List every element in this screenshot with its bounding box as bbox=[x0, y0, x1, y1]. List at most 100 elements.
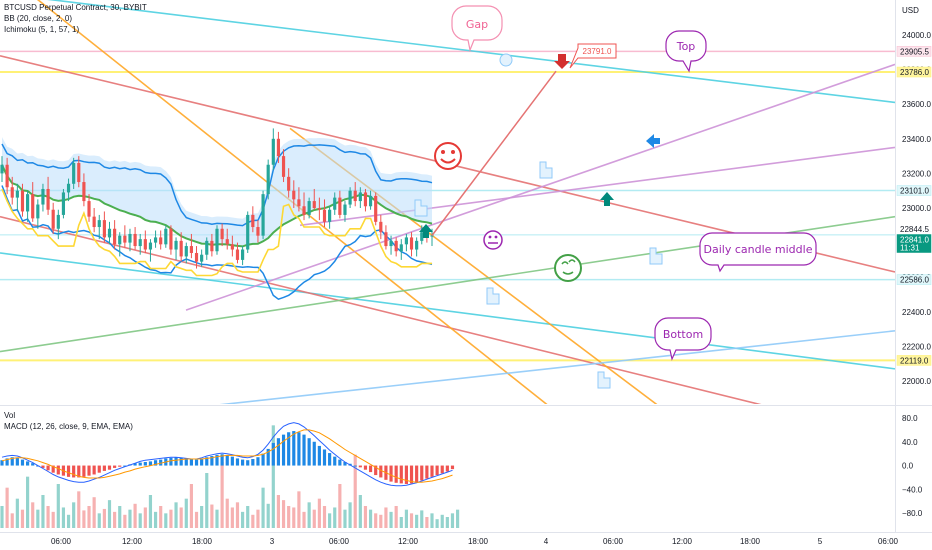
candle bbox=[72, 157, 76, 189]
volume-bar bbox=[358, 495, 362, 528]
bottom-bubble[interactable]: Bottom bbox=[654, 317, 712, 361]
candle-body bbox=[82, 182, 86, 202]
candle-body bbox=[251, 214, 255, 228]
price-tag-background bbox=[896, 223, 932, 235]
volume-bar bbox=[328, 513, 332, 528]
volume-bar bbox=[138, 513, 142, 528]
macd-histogram-bar bbox=[256, 457, 260, 466]
candle bbox=[379, 214, 383, 240]
candle bbox=[153, 230, 158, 248]
candle bbox=[164, 225, 168, 248]
time-axis-tick-label: 06:00 bbox=[329, 537, 350, 546]
volume-bar bbox=[251, 514, 255, 528]
price-tag-background bbox=[896, 274, 932, 285]
candle bbox=[169, 225, 173, 255]
macd-histogram-bar bbox=[266, 448, 270, 466]
candle bbox=[415, 237, 419, 257]
volume-bar bbox=[430, 513, 434, 528]
time-axis[interactable]: 06:00 12:00 18:00 3 06:00 12:00 18:00 4 06:00 12:… bbox=[51, 537, 899, 546]
macd-histogram-bar bbox=[118, 465, 122, 467]
top-bubble-shape bbox=[665, 30, 707, 73]
macd-histogram-bar bbox=[225, 455, 229, 466]
candle bbox=[56, 209, 60, 240]
candle-body bbox=[379, 221, 383, 233]
bb-legend[interactable]: BB (20, close, 2, 0) bbox=[4, 14, 73, 23]
time-axis-tick-label: 18:00 bbox=[468, 537, 489, 546]
volume-bar bbox=[276, 495, 281, 528]
macd-histogram-bar bbox=[230, 456, 234, 466]
volume-bar bbox=[307, 502, 311, 528]
candle-body bbox=[261, 194, 265, 236]
happy-face-icon[interactable] bbox=[434, 142, 462, 170]
candle bbox=[51, 202, 55, 234]
volume-bar bbox=[194, 511, 199, 528]
candle bbox=[138, 233, 142, 255]
down-arrow-icon[interactable] bbox=[554, 54, 570, 69]
macd-axis-tick-label: 40.0 bbox=[902, 438, 918, 447]
volume-bar bbox=[184, 498, 188, 528]
dizzy-face-icon[interactable] bbox=[554, 254, 582, 282]
hand-pointer-icon[interactable] bbox=[414, 199, 428, 217]
target-callout[interactable]: 23791.0 bbox=[569, 43, 617, 69]
macd-histogram-bar bbox=[420, 465, 424, 481]
up-arrow-small-icon[interactable] bbox=[419, 224, 433, 238]
left-arrow-icon[interactable] bbox=[646, 134, 660, 148]
macd-histogram-bar bbox=[353, 465, 357, 467]
candle-body bbox=[430, 235, 434, 237]
target-callout-shape bbox=[569, 43, 617, 69]
daily-candle-middle-bubble[interactable]: Daily candle middle bbox=[699, 232, 817, 273]
hand-pointer-icon[interactable] bbox=[486, 287, 500, 305]
candle-body bbox=[281, 156, 286, 177]
macd-axis[interactable]: 80.0 40.0 0.0 −40.0 −80.0 bbox=[902, 414, 923, 518]
macd-histogram-bar bbox=[31, 463, 35, 466]
candle bbox=[276, 131, 281, 164]
vol-legend[interactable]: Vol bbox=[4, 411, 16, 420]
macd-histogram-bar bbox=[102, 465, 106, 471]
rocket-icon[interactable] bbox=[499, 53, 513, 67]
price-axis-tick-label: 23200.0 bbox=[902, 169, 931, 178]
volume-bar bbox=[235, 502, 240, 528]
price-tag: 23905.5 bbox=[896, 46, 932, 57]
macd-histogram-bar bbox=[148, 461, 153, 466]
candle bbox=[353, 182, 357, 207]
hand-pointer-icon[interactable] bbox=[597, 371, 611, 389]
candle-body bbox=[225, 239, 229, 245]
macd-histogram-bar bbox=[430, 465, 434, 477]
candle bbox=[189, 233, 193, 259]
price-tag-label: 22586.0 bbox=[900, 276, 929, 285]
volume-bar bbox=[435, 519, 439, 528]
violet-channel-line-lower bbox=[185, 63, 895, 311]
gap-bubble[interactable]: Gap bbox=[451, 5, 503, 53]
symbol-title[interactable]: BTCUSD Perpetual Contract, 30, BYBIT bbox=[4, 3, 147, 12]
macd-histogram-bar bbox=[302, 434, 306, 466]
candlesticks bbox=[0, 128, 434, 269]
candle bbox=[322, 199, 327, 228]
bottom-bubble-shape bbox=[654, 317, 712, 361]
volume-bar bbox=[113, 511, 117, 528]
ichimoku-legend[interactable]: Ichimoku (5, 1, 57, 1) bbox=[4, 25, 80, 34]
macd-legend[interactable]: MACD (12, 26, close, 9, EMA, EMA) bbox=[4, 422, 133, 431]
time-axis-tick-label: 18:00 bbox=[740, 537, 761, 546]
candle-body bbox=[384, 232, 388, 247]
macd-histogram-bar bbox=[368, 465, 373, 473]
candle bbox=[399, 239, 403, 260]
volume-bar bbox=[123, 514, 127, 528]
price-axis[interactable]: 22000.022200.022400.022600.022800.023000… bbox=[902, 31, 931, 386]
macd-histogram-bar bbox=[138, 462, 142, 466]
candle-body bbox=[61, 192, 66, 215]
hand-pointer-icon[interactable] bbox=[649, 247, 663, 265]
annotations: Gap Top Daily candle middle Bottom 23791… bbox=[414, 5, 817, 389]
candle bbox=[404, 233, 408, 252]
neutral-face-icon[interactable] bbox=[483, 230, 503, 250]
price-tag-background bbox=[896, 185, 932, 196]
hand-pointer-icon[interactable] bbox=[539, 161, 553, 179]
macd-histogram-bar bbox=[82, 465, 86, 477]
candle-body bbox=[174, 240, 178, 250]
price-tag-label: 22841.0 bbox=[900, 236, 929, 245]
candle-body bbox=[205, 240, 209, 255]
volume-bar bbox=[0, 506, 4, 528]
candle bbox=[0, 156, 4, 183]
up-arrow-icon[interactable] bbox=[600, 192, 614, 206]
top-bubble[interactable]: Top bbox=[665, 30, 707, 73]
